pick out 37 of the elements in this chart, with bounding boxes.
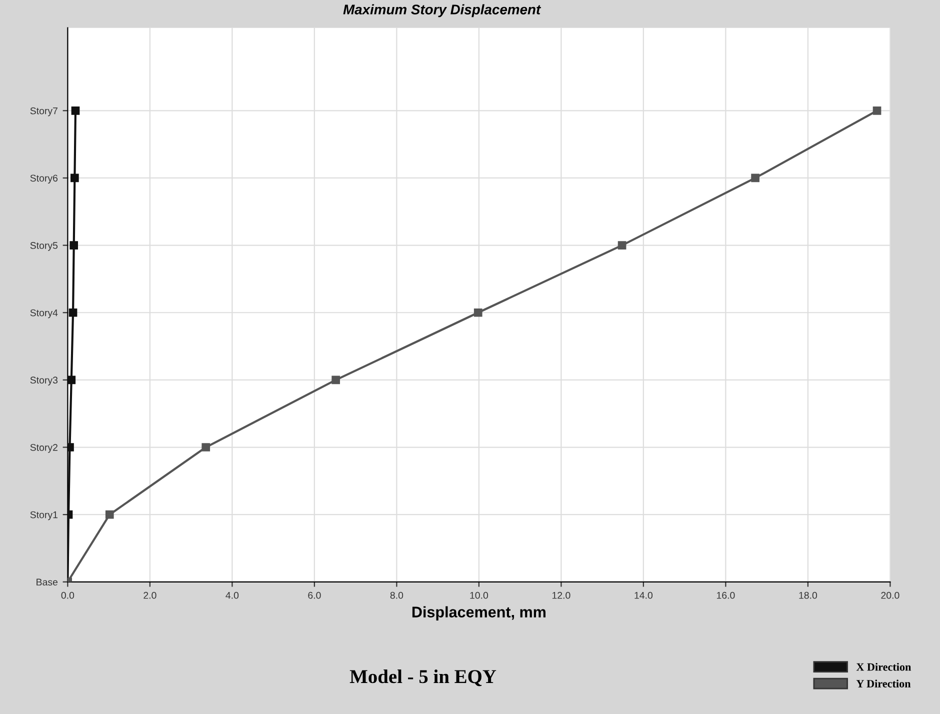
point <box>105 510 114 519</box>
point <box>71 106 80 115</box>
y-tick-label: Story4 <box>30 309 58 318</box>
x-tick-label: 0.0 <box>61 592 74 599</box>
x-tick-label: 4.0 <box>226 592 239 599</box>
y-tick-label: Story2 <box>30 444 58 453</box>
x-tick-label: 14.0 <box>634 592 653 599</box>
x-tick-label: 8.0 <box>390 592 404 599</box>
y-tick-label: Story5 <box>30 242 58 251</box>
point <box>751 174 760 182</box>
point <box>68 376 76 384</box>
y-tick-label: Story7 <box>30 107 58 116</box>
point <box>70 174 79 182</box>
text: Model - 5 in EQY <box>350 669 496 686</box>
y-tick-label: Base <box>36 578 58 586</box>
legend-label: Y Direction <box>856 680 911 688</box>
x-axis-title: Displacement, mm <box>412 606 546 620</box>
point <box>872 106 882 115</box>
x-tick-label: 18.0 <box>799 592 818 599</box>
point <box>70 241 78 250</box>
chart-title: Maximum Story Displacement <box>343 4 542 18</box>
point <box>68 443 74 452</box>
legend-label: X Direction <box>856 662 912 671</box>
point <box>68 308 78 317</box>
x-tick-label: 16.0 <box>716 592 735 599</box>
point <box>474 308 482 317</box>
point <box>332 376 340 384</box>
y-tick-label: Story1 <box>30 511 58 520</box>
point <box>202 443 210 452</box>
y-tick-label: Story3 <box>30 376 58 386</box>
x-tick-label: 10.0 <box>470 592 488 599</box>
point <box>618 241 626 250</box>
x-tick-label: 2.0 <box>144 592 156 599</box>
x-tick-label: 12.0 <box>552 592 570 599</box>
x-tick-label: 6.0 <box>308 592 321 599</box>
y-tick-label: Story6 <box>30 174 58 184</box>
x-tick-label: 20.0 <box>881 592 900 599</box>
